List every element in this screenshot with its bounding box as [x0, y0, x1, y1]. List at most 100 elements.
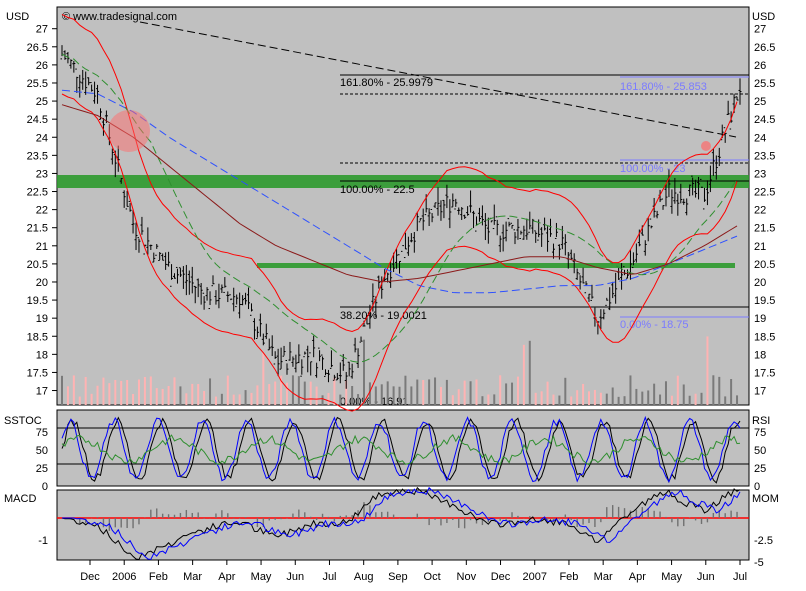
- time-axis-label: 2006: [112, 571, 136, 583]
- volume-bar: [220, 393, 223, 405]
- macd-histogram-bar: [730, 510, 732, 518]
- rsi-line: [61, 434, 741, 466]
- volume-bar: [570, 396, 573, 405]
- volume-bar: [351, 386, 354, 405]
- volume-bar: [487, 394, 490, 405]
- sstoc-line: [61, 416, 741, 484]
- volume-bar: [357, 394, 360, 405]
- volume-bar: [191, 383, 194, 405]
- macd-histogram-bar: [333, 518, 336, 522]
- time-axis-label: May: [251, 571, 272, 583]
- volume-bar: [108, 383, 111, 405]
- volume-bar: [303, 381, 306, 405]
- macd-histogram-bar: [594, 518, 596, 527]
- macd-histogram-bar: [422, 518, 424, 519]
- price-tick-label-right: 26: [754, 60, 766, 72]
- time-axis-label: Oct: [424, 571, 441, 583]
- price-bars: [60, 45, 742, 389]
- macd-histogram-bar: [339, 515, 342, 518]
- price-tick-label-right: 17.5: [754, 367, 775, 379]
- volume-bar: [291, 375, 294, 405]
- macd-histogram-bar: [114, 518, 116, 528]
- price-tick-label-left: 21: [36, 241, 48, 253]
- volume-bar: [333, 377, 336, 405]
- price-tick-label-right: 20.5: [754, 259, 775, 271]
- macd-histogram-bar: [96, 517, 99, 518]
- macd-histogram-bar: [298, 509, 300, 518]
- macd-histogram-bar: [274, 518, 276, 520]
- fib-label-382: 38.20% - 19.0021: [340, 310, 427, 322]
- volume-bar: [516, 376, 519, 405]
- price-tick-label-left: 20.5: [27, 259, 48, 271]
- macd-histogram-bar: [138, 518, 140, 525]
- oscillator-y-axis: 75 75 50 50 25 25 0 0: [36, 427, 767, 493]
- macd-histogram-bar: [481, 518, 484, 526]
- volume-bar: [197, 384, 200, 405]
- sstoc-signal-line: [61, 415, 741, 483]
- macd-histogram-bar: [653, 510, 655, 518]
- volume-bar: [321, 395, 324, 405]
- volume-bar: [309, 381, 312, 405]
- highlight-circle-small: [701, 141, 711, 151]
- volume-bar: [629, 375, 632, 405]
- osc-tick-label-left: 50: [36, 445, 48, 457]
- volume-bar: [114, 379, 117, 405]
- macd-histogram-bar: [416, 513, 418, 518]
- volume-bar: [244, 390, 247, 405]
- macd-histogram-bar: [588, 518, 590, 524]
- volume-bar: [143, 377, 146, 405]
- macd-histogram-bar: [505, 518, 507, 521]
- macd-histogram-bar: [73, 518, 75, 520]
- price-tick-label-left: 26: [36, 60, 48, 72]
- volume-bar: [84, 376, 87, 405]
- fib-label-000: 0.00% - 16.91: [340, 396, 409, 408]
- osc-tick-label-left: 0: [42, 481, 48, 493]
- volume-bar: [599, 392, 602, 405]
- macd-histogram-bar: [221, 510, 223, 518]
- volume-bar: [179, 386, 182, 405]
- volume-bar: [700, 392, 703, 405]
- volume-bar: [712, 375, 715, 405]
- price-tick-label-right: 18: [754, 349, 766, 361]
- time-axis-label: Sep: [388, 571, 408, 583]
- price-tick-label-right: 23: [754, 168, 766, 180]
- volume-bar: [724, 396, 727, 405]
- macd-histogram-bar: [386, 511, 389, 518]
- macd-histogram-bar: [197, 512, 199, 518]
- volume-bar: [457, 389, 460, 405]
- price-tick-label-left: 18: [36, 349, 48, 361]
- osc-tick-label-left: 25: [36, 463, 48, 475]
- bollinger-lower-line: [61, 93, 738, 412]
- macd-histogram-bar: [712, 512, 715, 518]
- volume-bar: [345, 380, 348, 405]
- price-tick-label-right: 24: [754, 132, 766, 144]
- macd-histogram-bar: [357, 510, 359, 518]
- price-tick-label-right: 23.5: [754, 150, 775, 162]
- mom-label: MOM: [752, 493, 779, 505]
- volume-bar: [534, 392, 537, 405]
- time-axis-label: Jul: [733, 571, 747, 583]
- volume-bar: [386, 381, 389, 405]
- moving-average-brown-line: [61, 104, 738, 283]
- price-tick-label-left: 22: [36, 205, 48, 217]
- price-tick-label-right: 18.5: [754, 331, 775, 343]
- price-tick-label-left: 19: [36, 313, 48, 325]
- macd-histogram-bar: [635, 509, 638, 518]
- support-zone-lower: [257, 263, 735, 268]
- macd-histogram-bar: [475, 518, 478, 524]
- macd-histogram-bar: [617, 506, 620, 518]
- price-panel: [56, 6, 750, 406]
- macd-histogram-bar: [268, 518, 270, 521]
- macd-histogram-bar: [321, 513, 324, 518]
- time-axis-label: Jun: [286, 571, 304, 583]
- volume-bar: [664, 381, 667, 405]
- price-tick-label-right: 24.5: [754, 114, 775, 126]
- macd-histogram-bar: [665, 516, 667, 518]
- volume-bar: [137, 379, 140, 405]
- volume-bar: [641, 391, 644, 405]
- macd-histogram-bar: [262, 518, 265, 527]
- price-tick-label-right: 25: [754, 96, 766, 108]
- macd-histogram-bar: [280, 518, 282, 520]
- time-axis-label: May: [661, 571, 682, 583]
- macd-histogram-bar: [517, 515, 519, 518]
